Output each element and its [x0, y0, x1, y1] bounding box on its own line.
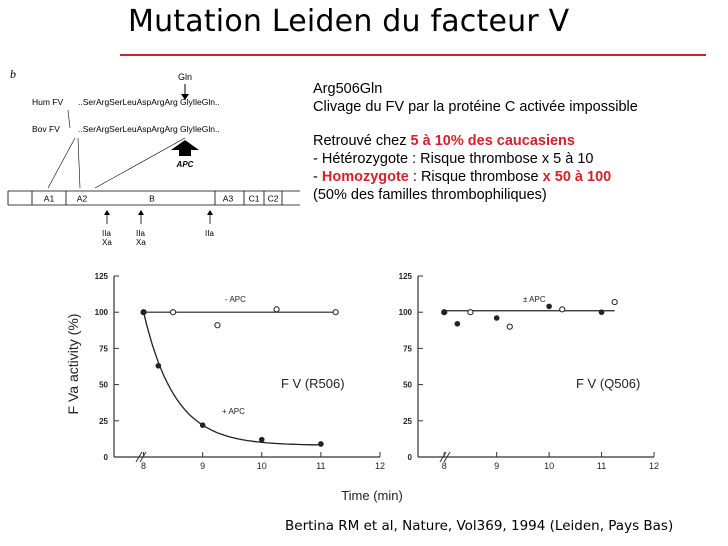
hum-fv-sequence: ..SerArgSerLeuAspArgArg GlyIleGln.. [78, 97, 220, 107]
legend-plus-apc: + APC [222, 407, 245, 416]
title-underline [120, 54, 706, 56]
mutation-label: Gln [178, 72, 192, 82]
hum-fv-label: Hum FV [32, 97, 64, 107]
decay-fit-curve [142, 312, 321, 446]
data-point-minus-apc [467, 309, 474, 316]
axis-break [443, 451, 451, 463]
domain-a3: A3 [223, 194, 234, 204]
data-point-minus-apc [506, 323, 513, 330]
data-point-minus-apc [332, 309, 339, 316]
apc-cleavage-arrow [171, 140, 199, 156]
cleavage-label: IIa [136, 229, 145, 238]
connector-line [67, 109, 71, 129]
x-tick-label: 9 [494, 461, 499, 471]
domain-b: B [149, 194, 155, 204]
domain-c1: C1 [249, 194, 260, 204]
domain-a1: A1 [44, 194, 55, 204]
y-tick-label: 50 [99, 381, 108, 390]
connector-line [94, 137, 186, 189]
cleavage-label: IIa [205, 229, 214, 238]
panel-letter: b [10, 67, 16, 81]
cleavage-label: Xa [136, 238, 146, 247]
y-tick-label: 25 [403, 417, 412, 426]
data-point-plus-apc [493, 315, 500, 321]
x-tick-label: 8 [442, 461, 447, 471]
prevalence-line: Retrouvé chez 5 à 10% des caucasiens [313, 133, 575, 149]
factor-v-diagram: b Gln Hum FV ..SerArgSerLeuAspArgArg Gly… [7, 67, 300, 247]
connector-line [77, 137, 81, 189]
heterozygote-line: - Hétérozygote : Risque thrombose x 5 à … [313, 151, 594, 167]
y-axis-label: F Va activity (%) [65, 314, 81, 415]
x-tick-label: 12 [375, 461, 385, 471]
data-point-plus-apc [454, 320, 461, 327]
slide-title: Mutation Leiden du facteur V [128, 4, 570, 39]
legend-minus-apc: - APC [225, 295, 246, 304]
x-tick-label: 9 [200, 461, 205, 471]
y-tick-label: 75 [99, 344, 108, 353]
axis-break [439, 451, 447, 463]
axis-break [135, 451, 143, 463]
y-tick-label: 0 [104, 453, 109, 462]
x-tick-label: 8 [141, 461, 146, 471]
data-point-plus-apc [598, 309, 605, 315]
chart-r506: 0 25 50 75 100 125 8 9 10 11 12 - APC + APC F V (R506… [95, 272, 385, 471]
x-tick-label: 11 [597, 461, 606, 471]
chart-title-q506: F V (Q506) [576, 376, 640, 391]
activity-charts: F Va activity (%) Time (min) 02550751001… [65, 272, 659, 503]
data-point-plus-apc [546, 303, 552, 310]
data-point-plus-apc [318, 441, 324, 447]
prevalence-highlight: 5 à 10% des caucasiens [410, 133, 575, 149]
y-tick-label: 100 [95, 308, 109, 317]
mutation-line: Arg506Gln [313, 81, 383, 97]
data-point-minus-apc [559, 306, 566, 313]
connector-line [47, 137, 76, 189]
annotation-plus-minus-apc: ± APC [523, 295, 546, 304]
citation: Bertina RM et al, Nature, Vol369, 1994 (… [285, 518, 674, 534]
data-point-minus-apc [611, 298, 618, 306]
cleavage-label: Xa [102, 238, 112, 247]
data-point-minus-apc [170, 309, 177, 316]
data-point-minus-apc [214, 322, 221, 329]
chart-title-r506: F V (R506) [281, 376, 345, 391]
y-tick-label: 0 [408, 453, 413, 462]
data-point-plus-apc [155, 362, 162, 369]
data-point-plus-apc [140, 309, 147, 315]
chart-q506: 0 25 50 75 100 125 8 9 10 11 12 ± APC F V (Q506) [399, 272, 659, 471]
families-line: (50% des familles thrombophiliques) [313, 187, 547, 203]
x-tick-label: 12 [649, 461, 659, 471]
data-point-plus-apc [258, 436, 265, 443]
bov-fv-sequence: ..SerArgSerLeuAspArgArg GlyIleGln.. [78, 124, 220, 134]
data-point-plus-apc [441, 309, 448, 315]
y-tick-label: 75 [403, 344, 412, 353]
homozygote-highlight: Homozygote [321, 169, 409, 185]
y-tick-label: 50 [403, 381, 412, 390]
x-tick-label: 11 [316, 461, 325, 471]
y-tick-label: 25 [99, 417, 108, 426]
mechanism-line: Clivage du FV par la protéine C activée … [313, 99, 638, 115]
x-tick-label: 10 [544, 461, 554, 471]
info-text-block: Arg506Gln Clivage du FV par la protéine … [313, 80, 725, 204]
data-point-plus-apc [199, 422, 206, 428]
homozygote-line: - Homozygote : Risque thrombose x 50 à 1… [313, 169, 612, 185]
x-axis-label: Time (min) [341, 488, 403, 503]
apc-arrow-label: APC [176, 160, 194, 169]
domain-c2: C2 [268, 194, 279, 204]
domain-a2: A2 [77, 194, 88, 204]
bov-fv-label: Bov FV [32, 124, 60, 134]
y-tick-label: 125 [399, 272, 413, 281]
x-tick-label: 10 [257, 461, 267, 471]
data-point-minus-apc [273, 306, 280, 313]
y-tick-label: 125 [95, 272, 109, 281]
y-tick-label: 100 [399, 308, 413, 317]
cleavage-label: IIa [102, 229, 111, 238]
axis-break [139, 451, 147, 463]
risk-highlight: x 50 à 100 [542, 169, 612, 185]
domain-strip [7, 190, 300, 206]
mutation-arrow-head [181, 94, 189, 100]
